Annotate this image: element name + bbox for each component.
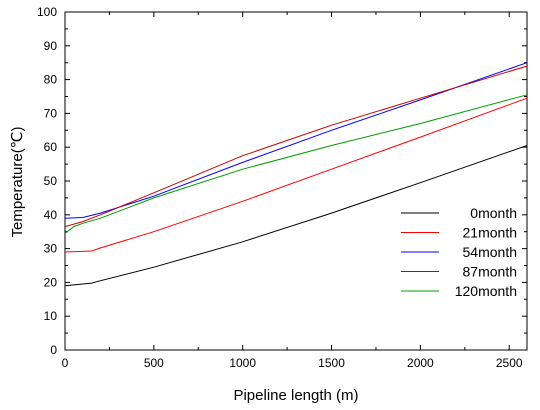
y-tick-label: 20 xyxy=(44,275,58,289)
x-axis: 0 500 1000 1500 2000 2500 xyxy=(62,12,523,370)
legend: 0month 21month 54month 87month 120month xyxy=(401,205,517,299)
series-line-87month xyxy=(64,65,528,228)
y-tick-label: 60 xyxy=(44,140,58,154)
plot-area xyxy=(64,11,528,351)
x-tick-label: 500 xyxy=(144,356,164,370)
y-axis: 0 10 20 30 40 50 60 70 80 90 100 xyxy=(37,5,527,357)
y-tick-label: 0 xyxy=(50,343,57,357)
x-tick-label: 1000 xyxy=(229,356,256,370)
legend-label: 0month xyxy=(470,205,517,221)
y-tick-label: 100 xyxy=(37,5,57,19)
legend-label: 54month xyxy=(463,244,517,260)
series-line-21month xyxy=(64,97,528,253)
y-tick-label: 80 xyxy=(44,73,58,87)
legend-label: 87month xyxy=(463,264,517,280)
x-axis-title: Pipeline length (m) xyxy=(233,387,358,404)
plot-frame xyxy=(64,11,528,351)
x-tick-label: 2500 xyxy=(496,356,523,370)
series-line-120month xyxy=(64,94,528,234)
x-tick-label: 1500 xyxy=(318,356,345,370)
y-tick-label: 10 xyxy=(44,309,58,323)
y-tick-label: 90 xyxy=(44,39,58,53)
series-line-0month xyxy=(64,145,528,287)
series-line-54month xyxy=(64,62,528,219)
legend-label: 21month xyxy=(463,225,517,241)
y-tick-label: 30 xyxy=(44,242,58,256)
x-tick-label: 0 xyxy=(62,356,69,370)
series-layer xyxy=(64,62,528,287)
x-tick-label: 2000 xyxy=(407,356,434,370)
legend-label: 120month xyxy=(455,283,517,299)
y-axis-title: Temperature(℃) xyxy=(9,126,26,237)
y-tick-label: 40 xyxy=(44,208,58,222)
y-tick-label: 70 xyxy=(44,106,58,120)
y-tick-label: 50 xyxy=(44,174,58,188)
